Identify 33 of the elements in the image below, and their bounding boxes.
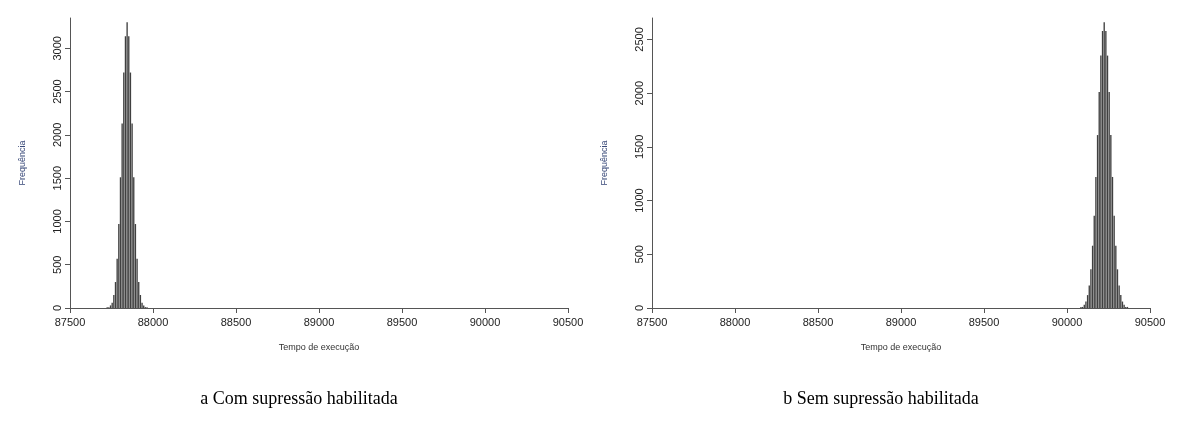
text: a Com supressão habilitada: [199, 388, 399, 409]
y-tick-label: 0: [50, 304, 63, 312]
x-axis-title: Tempo de execução: [278, 341, 360, 352]
x-tick-label: 90000: [1051, 315, 1083, 328]
y-tick-label: 2500: [632, 27, 645, 52]
x-tick-label: 87500: [636, 315, 668, 328]
y-tick-label: 2000: [50, 122, 63, 148]
text: b Sem supressão habilitada: [782, 388, 980, 409]
x-tick-label: 89000: [303, 315, 335, 328]
y-tick-label: 3000: [50, 36, 63, 61]
x-tick-label: 87500: [54, 315, 86, 328]
x-tick-label: 89500: [968, 315, 1000, 328]
y-tick-label: 1000: [632, 188, 645, 213]
y-tick-label: 2000: [632, 80, 645, 106]
y-tick-label: 1500: [632, 134, 645, 160]
y-tick-label: 2500: [50, 79, 63, 104]
y-axis-title: Frequência: [16, 140, 27, 186]
x-tick-label: 88000: [719, 315, 751, 328]
x-tick-label: 88000: [137, 315, 169, 328]
y-tick-label: 1500: [50, 165, 63, 191]
y-tick-label: 500: [632, 245, 645, 264]
x-tick-label: 90000: [469, 315, 501, 328]
x-tick-label: 90500: [552, 315, 584, 328]
x-tick-label: 88500: [802, 315, 834, 328]
x-tick-label: 89500: [386, 315, 418, 328]
y-tick-label: 1000: [50, 209, 63, 234]
x-tick-label: 90500: [1134, 315, 1166, 328]
x-tick-label: 89000: [885, 315, 917, 328]
y-axis-title: Frequência: [598, 140, 609, 186]
y-tick-label: 500: [50, 255, 63, 274]
x-axis-title: Tempo de execução: [860, 341, 942, 352]
y-tick-label: 0: [632, 304, 645, 312]
x-tick-label: 88500: [220, 315, 252, 328]
